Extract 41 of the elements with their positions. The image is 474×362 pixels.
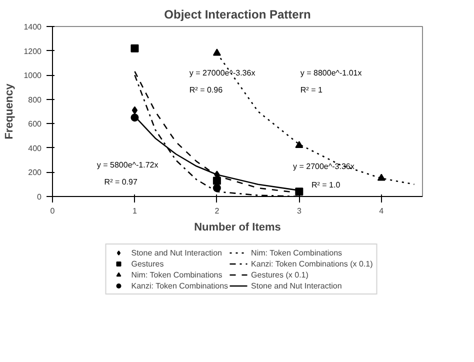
legend-label: Nim: Token Combinations	[131, 270, 222, 280]
legend-label: Gestures	[131, 258, 164, 268]
point	[295, 188, 304, 196]
x-tick-label: 0	[50, 206, 56, 216]
annotation: R² = 1.0	[312, 180, 341, 190]
y-tick-label: 0	[37, 192, 42, 202]
y-tick-label: 400	[28, 144, 42, 153]
annotation: y = 2700e^-3.36x	[293, 162, 354, 171]
x-tick-label: 1	[132, 206, 138, 216]
legend-label: Nim: Token Combinations	[251, 248, 342, 258]
annotation: y = 8800e^-1.01x	[300, 68, 362, 78]
point	[212, 184, 221, 192]
legend-label: Gestures (x 0.1)	[251, 270, 308, 280]
x-tick-label: 4	[379, 206, 384, 216]
y-tick-label: 200	[28, 168, 42, 178]
point	[132, 106, 138, 114]
chart-title: Object Interaction Pattern	[164, 8, 311, 22]
legend-label: Stone and Nut Interaction	[131, 248, 222, 258]
x-tick-label: 3	[296, 206, 302, 216]
y-tick-label: 800	[28, 95, 42, 104]
y-tick-label: 600	[28, 120, 42, 129]
y-tick-label: 1400	[24, 22, 42, 32]
point	[295, 140, 304, 148]
x-tick-label: 2	[214, 206, 220, 216]
legend-label: Stone and Nut Interaction	[251, 280, 342, 290]
annotation: R² = 1	[300, 86, 323, 94]
annotation: R² = 0.97	[104, 177, 138, 186]
x-axis-title: Number of Items	[194, 222, 281, 234]
legend-label: Kanzi: Token Combinations (x 0.1)	[251, 258, 373, 268]
y-tick-label: 1200	[24, 46, 42, 56]
point	[130, 114, 139, 122]
annotation: y = 5800e^-1.72x	[96, 160, 158, 170]
legend-label: Kanzi: Token Combinations	[131, 280, 228, 290]
y-tick-label: 1000	[24, 71, 42, 80]
point	[212, 176, 221, 185]
annotation: y = 27000e^-3.36x	[189, 68, 256, 78]
annotation: R² = 0.96	[189, 86, 224, 94]
point	[212, 48, 221, 56]
point	[377, 174, 386, 181]
y-axis-title: Frequency	[4, 82, 16, 140]
point	[130, 44, 139, 52]
